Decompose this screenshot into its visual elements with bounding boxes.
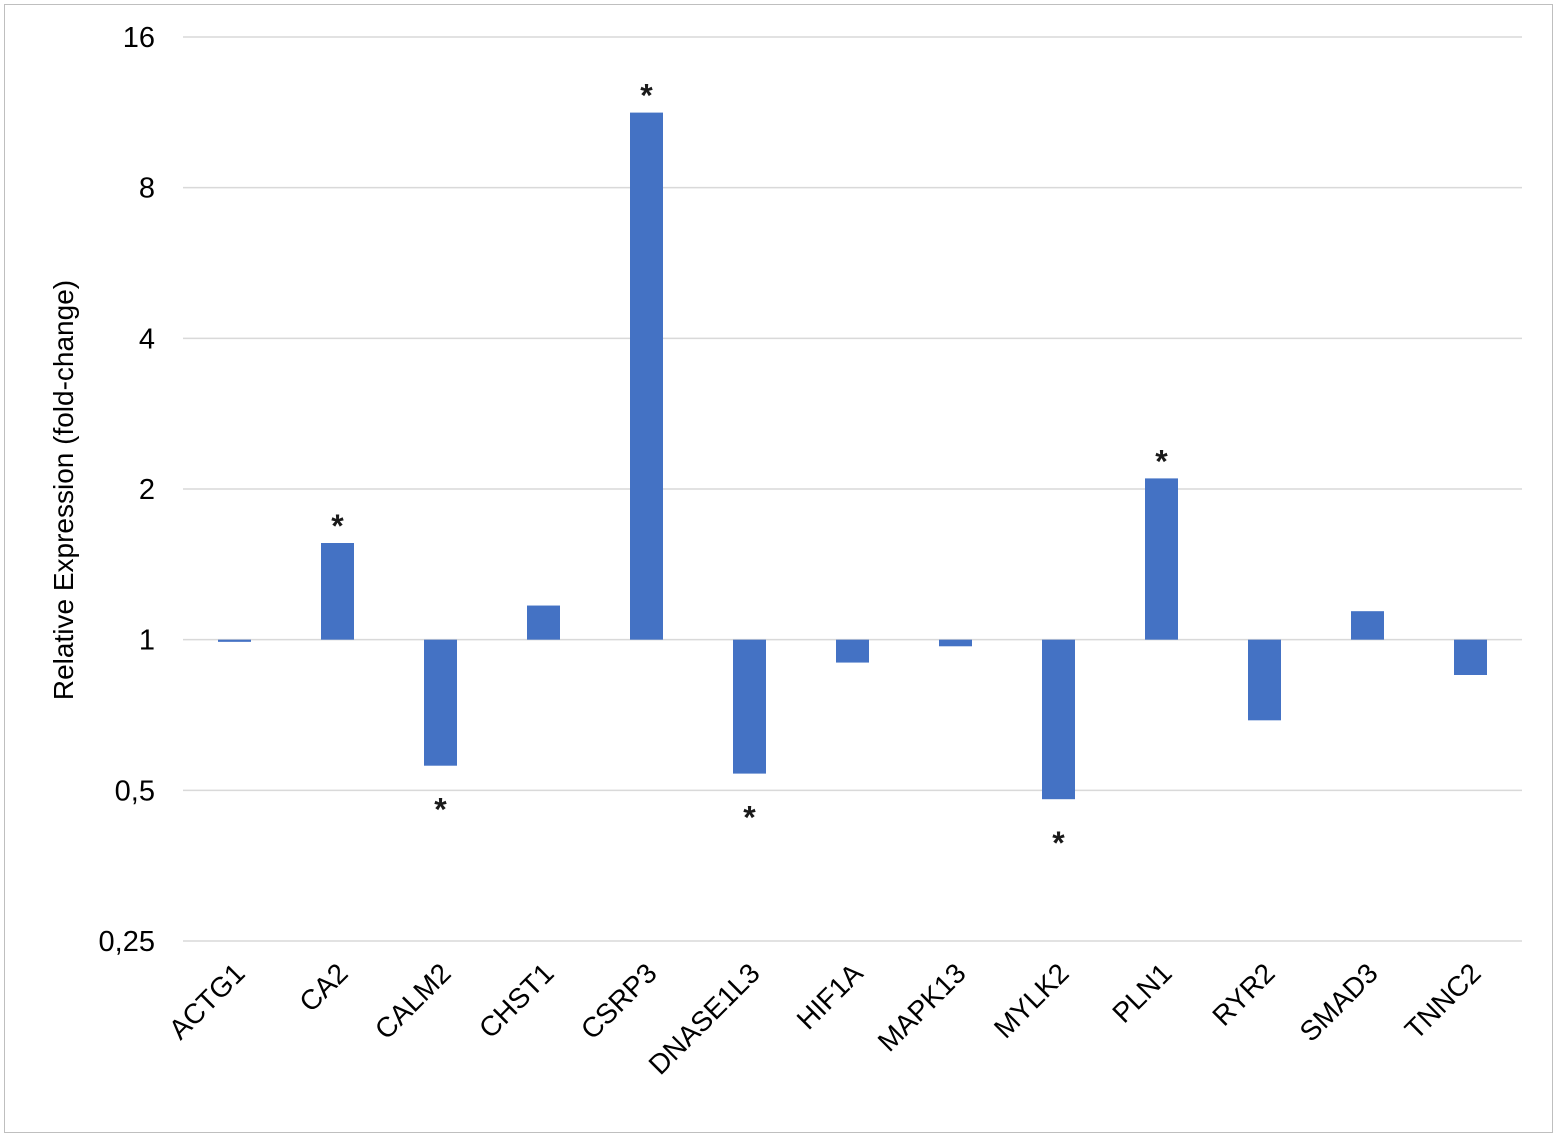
- bar-hif1a: [836, 639, 869, 663]
- x-tick-label: SMAD3: [1294, 957, 1384, 1047]
- y-tick-label: 0,25: [99, 926, 155, 958]
- y-tick-label: 4: [139, 323, 155, 355]
- y-axis-title: Relative Expression (fold-change): [48, 280, 79, 700]
- x-tick-label: CALM2: [369, 957, 457, 1045]
- bar-ryr2: [1248, 639, 1281, 721]
- bar-dnase1l3: [733, 639, 766, 774]
- significance-markers: * * * * * *: [331, 78, 1168, 862]
- x-tick-label: ACTG1: [163, 957, 251, 1045]
- bar-chst1: [527, 605, 560, 640]
- y-tick-label: 2: [139, 474, 155, 506]
- bar-actg1: [218, 639, 251, 642]
- y-tick-label: 8: [139, 173, 155, 205]
- y-tick-label: 16: [123, 22, 155, 54]
- y-tick-label: 0,5: [115, 775, 155, 807]
- bar-smad3: [1351, 611, 1384, 640]
- x-tick-label: CA2: [293, 957, 353, 1017]
- significance-marker: *: [434, 792, 447, 828]
- gridlines: [183, 36, 1522, 942]
- bar-csrp3: [630, 112, 663, 640]
- y-axis-ticks: 0,25 0,5 1 2 4 8 16: [99, 22, 155, 958]
- x-tick-label: TNNC2: [1399, 957, 1487, 1045]
- significance-marker: *: [1155, 443, 1168, 479]
- chart-frame: [4, 4, 1553, 1133]
- x-tick-label: HIF1A: [791, 957, 869, 1035]
- bar-calm2: [424, 639, 457, 766]
- bar-tnnc2: [1454, 639, 1487, 675]
- x-tick-label: RYR2: [1206, 957, 1280, 1031]
- x-tick-label: PLN1: [1106, 957, 1177, 1028]
- significance-marker: *: [331, 508, 344, 544]
- x-tick-label: CSRP3: [575, 957, 663, 1045]
- bar-ca2: [321, 543, 354, 640]
- significance-marker: *: [1052, 825, 1065, 861]
- significance-marker: *: [743, 800, 756, 836]
- bar-pln1: [1145, 478, 1178, 640]
- bar-mylk2: [1042, 639, 1075, 800]
- y-tick-label: 1: [139, 625, 155, 657]
- bar-mapk13: [939, 639, 972, 647]
- bars: [218, 112, 1487, 800]
- significance-marker: *: [640, 78, 653, 114]
- x-tick-label: CHST1: [473, 957, 560, 1044]
- x-tick-label: MAPK13: [872, 957, 972, 1057]
- x-tick-label: MYLK2: [988, 957, 1075, 1044]
- x-tick-label: DNASE1L3: [643, 957, 766, 1080]
